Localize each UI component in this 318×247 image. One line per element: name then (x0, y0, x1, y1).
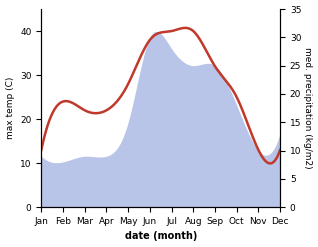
Y-axis label: med. precipitation (kg/m2): med. precipitation (kg/m2) (303, 47, 313, 169)
X-axis label: date (month): date (month) (125, 231, 197, 242)
Y-axis label: max temp (C): max temp (C) (5, 77, 15, 139)
